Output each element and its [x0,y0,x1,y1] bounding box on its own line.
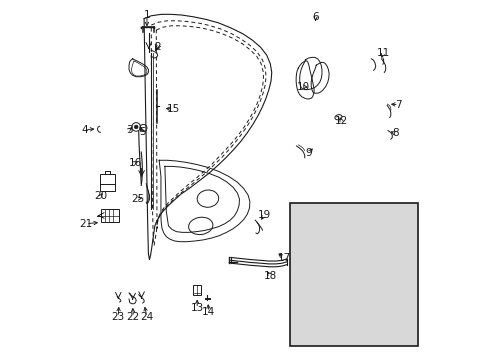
Text: 22: 22 [126,312,140,322]
Text: 11: 11 [376,48,389,58]
Text: 4: 4 [81,125,88,135]
Text: 5: 5 [139,127,145,136]
Text: 19: 19 [257,210,270,220]
Text: 8: 8 [391,129,398,138]
Text: 14: 14 [202,307,215,317]
Text: 10: 10 [297,82,309,92]
Text: 2: 2 [154,42,161,52]
Text: 24: 24 [140,312,153,322]
Text: 15: 15 [166,104,180,114]
Text: 1: 1 [143,10,150,20]
Text: 9: 9 [305,148,312,158]
Bar [101,209,119,222]
Text: 7: 7 [395,100,401,110]
Text: 23: 23 [111,312,124,322]
Text: 21: 21 [79,219,92,229]
Bar [290,203,418,346]
Circle shape [134,125,138,129]
Text: 20: 20 [94,191,107,201]
Bar [192,285,201,296]
Text: 25: 25 [131,194,144,204]
Text: 6: 6 [311,12,318,22]
Bar [100,174,115,192]
Text: 12: 12 [334,116,347,126]
Text: 18: 18 [263,271,276,281]
Text: 3: 3 [125,125,132,135]
Text: 13: 13 [190,303,203,314]
Text: 17: 17 [277,253,290,263]
Text: 16: 16 [128,158,142,168]
